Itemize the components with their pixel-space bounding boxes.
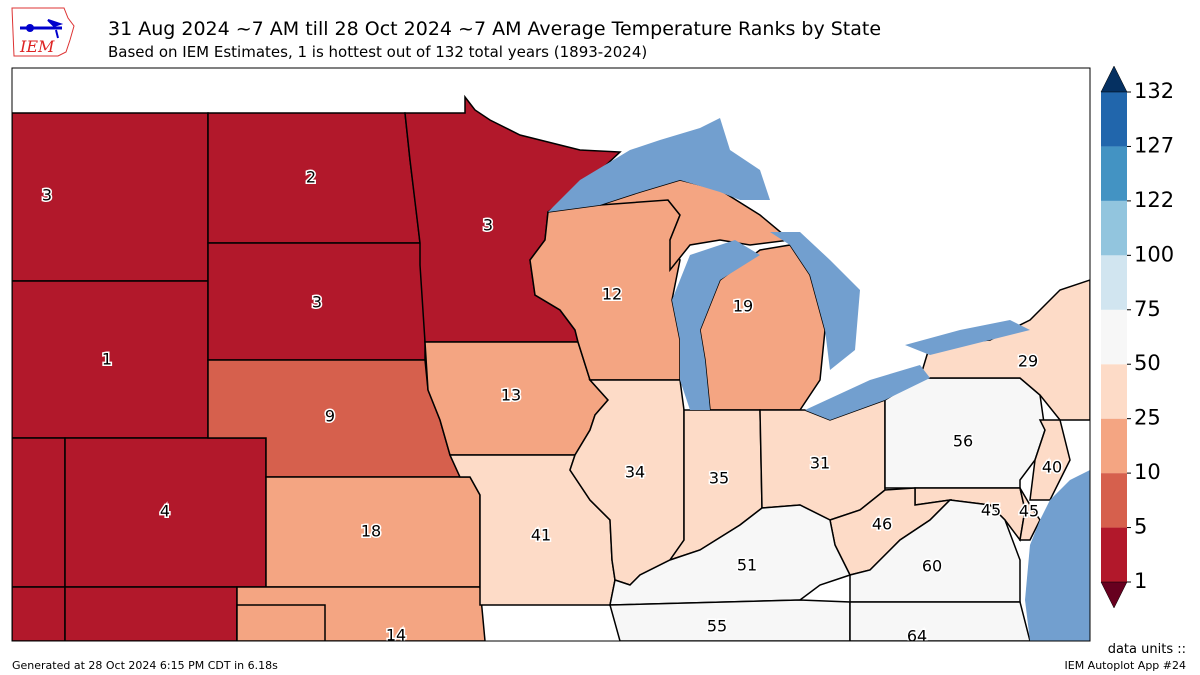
state-DE <box>1019 487 1041 541</box>
state-label-MN: 3 <box>483 216 493 235</box>
state-label-NC: 64 <box>907 627 927 646</box>
lake-ontario <box>905 320 1030 355</box>
colorbar-bin <box>1101 418 1127 474</box>
state-label-OH: 31 <box>810 454 830 473</box>
state-label-MD: 45 <box>981 501 1001 520</box>
state-label-PA: 56 <box>953 432 973 451</box>
state-label-WI: 12 <box>602 285 622 304</box>
atlantic-ocean <box>1025 470 1090 641</box>
state-label-MT: 3 <box>42 186 52 205</box>
app-note: IEM Autoplot App #24 <box>1064 659 1187 672</box>
state-label-NE: 9 <box>325 407 335 426</box>
colorbar-tick-label: 132 <box>1134 79 1174 103</box>
lake-erie <box>805 365 930 420</box>
units-note: data units :: <box>1107 642 1186 657</box>
lake-huron <box>770 232 860 370</box>
state-NC <box>849 601 1031 641</box>
colorbar-bin <box>1101 527 1127 582</box>
state-label-MI: 19 <box>733 297 753 316</box>
lake-superior <box>548 118 770 212</box>
state-label-IN: 35 <box>709 469 729 488</box>
state-label-NY: 29 <box>1018 352 1038 371</box>
colorbar-over-arrow <box>1100 65 1128 93</box>
state-label-SD: 3 <box>312 293 322 312</box>
map-frame <box>11 67 1091 642</box>
state-VA <box>849 499 1021 603</box>
colorbar-bin <box>1101 255 1127 310</box>
colorbar-tick-label: 25 <box>1134 406 1161 430</box>
state-label-KS: 18 <box>361 522 381 541</box>
colorbar-tick-label: 1 <box>1134 569 1147 593</box>
colorbar-bin <box>1101 92 1127 147</box>
state-label-OK: 14 <box>386 626 406 645</box>
state-label-IA: 13 <box>501 386 521 405</box>
lake-michigan <box>672 240 760 410</box>
state-label-KY: 51 <box>737 556 757 575</box>
colorbar: 1 5 10 25 50 75 100 122 127 132 <box>1100 65 1174 609</box>
colorbar-bin <box>1101 364 1127 419</box>
state-TN <box>609 599 851 641</box>
state-NM <box>64 586 238 641</box>
colorbar-bin <box>1101 309 1127 365</box>
state-label-IL: 34 <box>625 463 645 482</box>
colorbar-tick-label: 10 <box>1134 460 1161 484</box>
colorbar-tick-label: 75 <box>1134 297 1161 321</box>
svg-text:IEM: IEM <box>19 37 55 56</box>
state-label-ND: 2 <box>306 168 316 187</box>
state-label-WV: 46 <box>872 515 892 534</box>
colorbar-tick-label: 50 <box>1134 351 1161 375</box>
colorbar-tick-label: 122 <box>1134 188 1174 212</box>
state-label-DE: 45 <box>1019 502 1039 521</box>
water <box>548 118 1090 641</box>
state-label-VA: 60 <box>922 557 942 576</box>
colorbar-bin <box>1101 146 1127 201</box>
iem-logo: IEM <box>11 7 75 57</box>
state-label-TN: 55 <box>707 617 727 636</box>
colorbar-bin <box>1101 200 1127 256</box>
generated-note: Generated at 28 Oct 2024 6:15 PM CDT in … <box>12 659 278 672</box>
state-AZ <box>12 586 66 641</box>
colorbar-bin <box>1101 473 1127 528</box>
chart-title: 31 Aug 2024 ~7 AM till 28 Oct 2024 ~7 AM… <box>108 18 882 40</box>
colorbar-under-arrow <box>1100 581 1128 609</box>
colorbar-tick-label: 5 <box>1134 515 1147 539</box>
state-label-WY: 1 <box>102 350 112 369</box>
state-TX <box>236 604 326 641</box>
state-label-CO: 4 <box>160 502 170 521</box>
state-UT <box>12 437 66 588</box>
chart-subtitle: Based on IEM Estimates, 1 is hottest out… <box>108 43 648 61</box>
state-NJ <box>1029 419 1071 501</box>
state-label-NJ: 40 <box>1042 458 1062 477</box>
state-label-MO: 41 <box>531 526 551 545</box>
colorbar-tick-label: 127 <box>1134 133 1174 157</box>
colorbar-tick-label: 100 <box>1134 242 1174 266</box>
